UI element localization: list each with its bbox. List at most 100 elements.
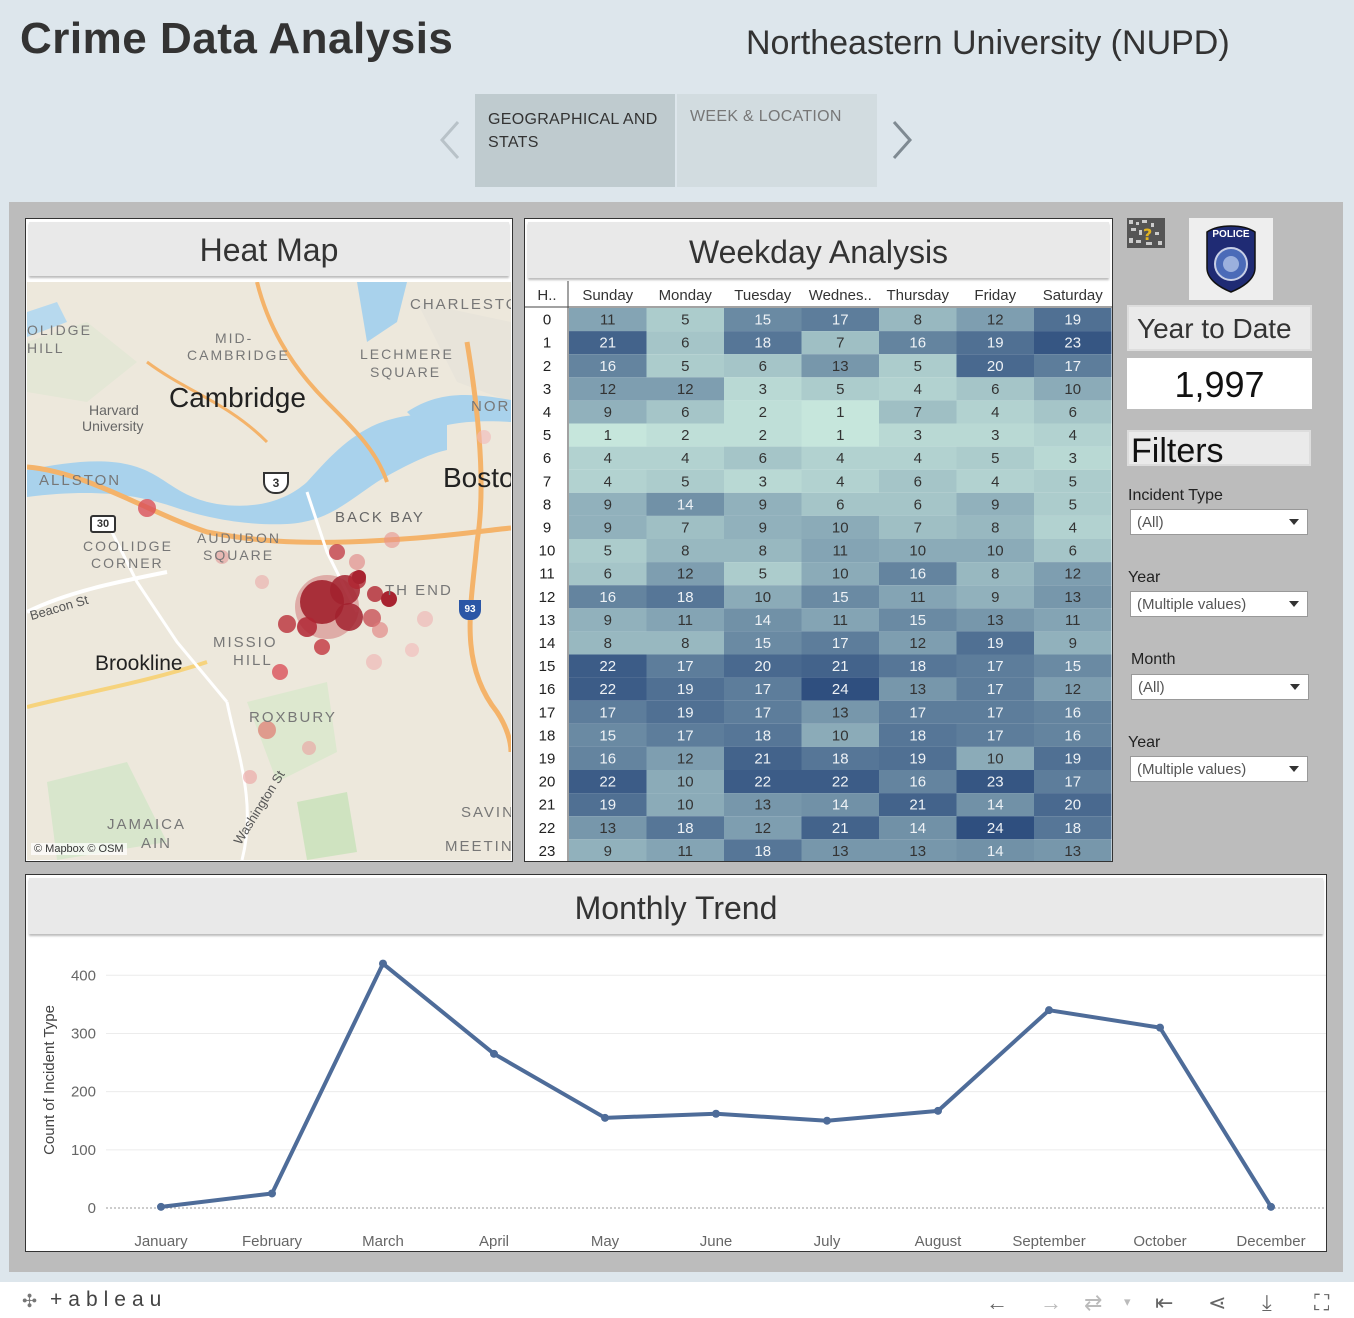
heatmap-cell[interactable]: [956, 446, 1035, 470]
heatmap-cell[interactable]: [646, 770, 725, 794]
heatmap-cell[interactable]: [1034, 608, 1112, 632]
heatmap-cell[interactable]: [801, 793, 880, 817]
heatmap-cell[interactable]: [801, 562, 880, 586]
heatmap-cell[interactable]: [879, 816, 957, 840]
data-point[interactable]: [934, 1106, 942, 1115]
heatmap-cell[interactable]: [956, 608, 1035, 632]
heatmap-cell[interactable]: [956, 700, 1035, 724]
heatmap-cell[interactable]: [956, 377, 1035, 401]
heatmap-cell[interactable]: [724, 446, 802, 470]
heatmap-cell[interactable]: [646, 515, 725, 539]
heatmap-cell[interactable]: [724, 677, 802, 701]
incident-type-filter-dropdown[interactable]: (All): [1130, 509, 1308, 535]
redo-icon[interactable]: →: [1040, 1290, 1062, 1315]
heatmap-cell[interactable]: [879, 631, 957, 655]
heatmap-cell[interactable]: [724, 492, 802, 516]
heatmap-cell[interactable]: [569, 562, 647, 586]
weekday-hour-heatmap[interactable]: H.. Sunday Monday Tuesday Wednes.. Thursday Fr…: [525, 281, 1112, 861]
heatmap-cell[interactable]: [1034, 562, 1112, 586]
heatmap-cell[interactable]: [724, 400, 802, 424]
heatmap-cell[interactable]: [879, 654, 957, 678]
heatmap-cell[interactable]: [801, 539, 880, 563]
data-point[interactable]: [1156, 1023, 1164, 1032]
heatmap-cell[interactable]: [569, 770, 647, 794]
heatmap-cell[interactable]: [646, 331, 725, 355]
data-point[interactable]: [490, 1049, 498, 1058]
heatmap-cell[interactable]: [1034, 631, 1112, 655]
qr-code-icon[interactable]: ?: [1127, 218, 1165, 248]
crime-heat-map[interactable]: CHARLESTO OLIDGE HILL MID- CAMBRIDGE LEC…: [27, 282, 511, 860]
heatmap-cell[interactable]: [879, 839, 957, 861]
heatmap-cell[interactable]: [801, 354, 880, 378]
heatmap-cell[interactable]: [1034, 770, 1112, 794]
heatmap-cell[interactable]: [801, 585, 880, 609]
heatmap-cell[interactable]: [1034, 654, 1112, 678]
heatmap-cell[interactable]: [956, 308, 1035, 332]
heatmap-cell[interactable]: [646, 793, 725, 817]
heatmap-cell[interactable]: [569, 331, 647, 355]
heatmap-cell[interactable]: [646, 469, 725, 493]
heatmap-cell[interactable]: [801, 631, 880, 655]
heatmap-cell[interactable]: [569, 469, 647, 493]
replay-dropdown-icon[interactable]: ▾: [1124, 1294, 1131, 1309]
heatmap-cell[interactable]: [879, 492, 957, 516]
heatmap-cell[interactable]: [1034, 354, 1112, 378]
heatmap-cell[interactable]: [1034, 446, 1112, 470]
heatmap-cell[interactable]: [569, 423, 647, 447]
heatmap-cell[interactable]: [724, 631, 802, 655]
heatmap-cell[interactable]: [646, 746, 725, 770]
heatmap-cell[interactable]: [724, 354, 802, 378]
heatmap-cell[interactable]: [1034, 400, 1112, 424]
heatmap-cell[interactable]: [879, 308, 957, 332]
heatmap-cell[interactable]: [569, 700, 647, 724]
heatmap-cell[interactable]: [801, 839, 880, 861]
heatmap-cell[interactable]: [801, 654, 880, 678]
heatmap-cell[interactable]: [879, 400, 957, 424]
heatmap-cell[interactable]: [724, 308, 802, 332]
heatmap-cell[interactable]: [879, 377, 957, 401]
heatmap-cell[interactable]: [724, 723, 802, 747]
heatmap-cell[interactable]: [956, 839, 1035, 861]
tableau-wordmark[interactable]: +ableau: [50, 1288, 168, 1311]
monthly-trend-line-chart[interactable]: 0 100 200 300 400 Count of Incident Type Janua…: [26, 937, 1326, 1251]
heatmap-cell[interactable]: [879, 331, 957, 355]
heatmap-cell[interactable]: [1034, 331, 1112, 355]
heatmap-cell[interactable]: [1034, 492, 1112, 516]
heatmap-cell[interactable]: [801, 700, 880, 724]
heatmap-cell[interactable]: [724, 793, 802, 817]
month-filter-dropdown[interactable]: (All): [1131, 674, 1309, 700]
heatmap-cell[interactable]: [1034, 839, 1112, 861]
heatmap-cell[interactable]: [724, 746, 802, 770]
heatmap-cell[interactable]: [956, 793, 1035, 817]
heatmap-cell[interactable]: [801, 723, 880, 747]
heatmap-cell[interactable]: [569, 608, 647, 632]
heatmap-cell[interactable]: [1034, 816, 1112, 840]
heatmap-cell[interactable]: [956, 539, 1035, 563]
tab-geographical-and-stats[interactable]: GEOGRAPHICAL AND STATS: [475, 94, 675, 187]
heatmap-cell[interactable]: [956, 770, 1035, 794]
heatmap-cell[interactable]: [1034, 377, 1112, 401]
heatmap-cell[interactable]: [646, 377, 725, 401]
heatmap-cell[interactable]: [1034, 585, 1112, 609]
heatmap-cell[interactable]: [1034, 700, 1112, 724]
heatmap-cell[interactable]: [956, 585, 1035, 609]
share-icon[interactable]: ⋖: [1208, 1290, 1227, 1315]
heatmap-cell[interactable]: [724, 562, 802, 586]
heatmap-cell[interactable]: [569, 515, 647, 539]
heatmap-cell[interactable]: [801, 492, 880, 516]
heatmap-cell[interactable]: [1034, 746, 1112, 770]
heatmap-cell[interactable]: [801, 746, 880, 770]
heatmap-cell[interactable]: [1034, 515, 1112, 539]
heatmap-cell[interactable]: [879, 446, 957, 470]
heatmap-cell[interactable]: [801, 770, 880, 794]
heatmap-cell[interactable]: [956, 677, 1035, 701]
heatmap-cell[interactable]: [569, 308, 647, 332]
year-filter-dropdown[interactable]: (Multiple values): [1130, 591, 1308, 617]
heatmap-cell[interactable]: [569, 377, 647, 401]
heatmap-cell[interactable]: [569, 816, 647, 840]
replay-icon[interactable]: ⇄: [1084, 1290, 1103, 1315]
heatmap-cell[interactable]: [646, 308, 725, 332]
heatmap-cell[interactable]: [569, 839, 647, 861]
heatmap-cell[interactable]: [569, 631, 647, 655]
data-point[interactable]: [268, 1189, 276, 1198]
